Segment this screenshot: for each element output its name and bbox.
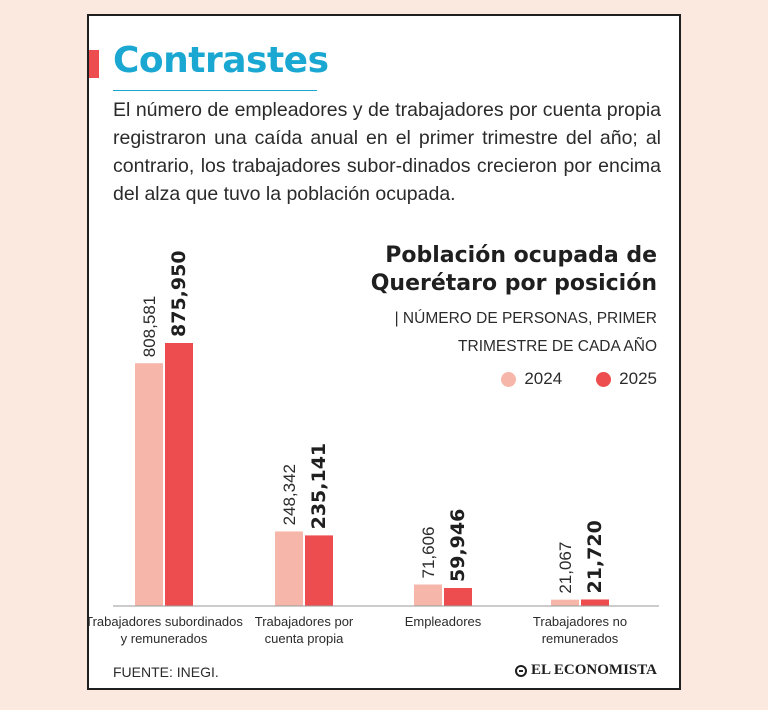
bar-2024-1 — [275, 531, 303, 606]
bar-chart: 808,581 875,950 Trabajadores subordinados y… — [89, 250, 659, 646]
bar-2024-3 — [551, 599, 579, 606]
chart-subtitle: | Número de personas, primer trimestre d… — [327, 305, 657, 361]
chart-subtitle-line-1: | Número de personas, primer — [394, 310, 657, 327]
data-label-2024-3: 21,067 — [556, 542, 575, 594]
legend-label-2025: 2025 — [619, 369, 657, 388]
data-label-2024-2: 71,606 — [419, 527, 438, 579]
legend-swatch-2025 — [596, 371, 612, 387]
bar-2024-2 — [414, 584, 442, 606]
data-label-2025-3: 21,720 — [584, 520, 606, 593]
category-label-1: Trabajadores por cuenta propia — [255, 614, 354, 646]
bar-2025-2 — [444, 588, 472, 606]
chart-legend: 2024 2025 — [501, 369, 657, 389]
legend-item-2025: 2025 — [596, 369, 657, 389]
data-label-2025-1: 235,141 — [308, 443, 330, 530]
source-note: FUENTE: INEGI. — [113, 664, 219, 680]
bar-2025-1 — [305, 535, 333, 606]
page-title: Contrastes — [113, 40, 329, 81]
data-label-2025-0: 875,950 — [168, 250, 190, 337]
infographic-card: Contrastes El número de empleadores y de… — [87, 14, 681, 690]
data-label-2024-0: 808,581 — [140, 296, 159, 357]
chart-title-line-2: Querétaro por posición — [370, 271, 657, 296]
data-label-2024-1: 248,342 — [280, 464, 299, 525]
legend-item-2024: 2024 — [501, 369, 562, 389]
brand-logo: EL ECONOMISTA — [515, 662, 657, 679]
intro-paragraph: El número de empleadores y de trabajador… — [113, 99, 661, 205]
bar-2025-3 — [581, 599, 609, 606]
chart-title: Población ocupada de Querétaro por posic… — [327, 242, 657, 298]
title-underline — [113, 90, 317, 91]
category-label-2: Empleadores — [405, 614, 482, 629]
category-label-3: Trabajadores no remunerados — [533, 614, 627, 646]
category-label-0: Trabajadores subordinados y remunerados — [89, 614, 243, 646]
legend-swatch-2024 — [501, 371, 517, 387]
legend-label-2024: 2024 — [524, 369, 563, 388]
brand-name: EL ECONOMISTA — [531, 662, 657, 678]
bar-2024-0 — [135, 363, 163, 606]
brand-icon — [515, 664, 527, 677]
title-accent-bar — [89, 50, 99, 78]
data-label-2025-2: 59,946 — [447, 509, 469, 582]
chart-title-line-1: Población ocupada de — [385, 243, 657, 268]
bar-2025-0 — [165, 343, 193, 606]
chart-subtitle-line-2: trimestre de cada año — [458, 338, 657, 355]
